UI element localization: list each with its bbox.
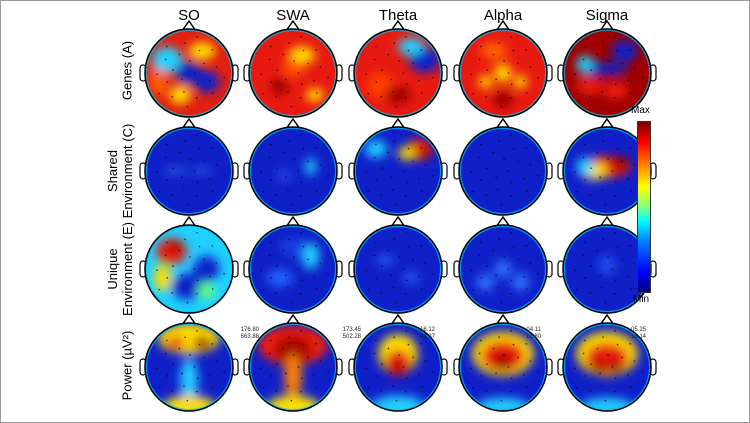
topomap-unique-env-so — [139, 215, 239, 314]
column-header-alpha: Alpha — [483, 7, 523, 24]
topomap-power-sigma — [557, 313, 657, 412]
power-range-theta: 16.12 43.87 — [419, 327, 435, 340]
colorbar-max-label: Max — [631, 105, 650, 116]
topomap-power-theta — [348, 313, 448, 412]
topomap-shared-env-alpha — [453, 117, 553, 216]
column-header-sigma: Sigma — [585, 7, 629, 24]
topomap-power-swa — [243, 313, 343, 412]
topomap-genes-sigma — [557, 19, 657, 118]
topomap-shared-env-so — [139, 117, 239, 216]
power-range-so: 176.80 663.88 — [240, 327, 259, 340]
topomap-unique-env-alpha — [453, 215, 553, 314]
topomap-power-so — [139, 313, 239, 412]
topomap-shared-env-theta — [348, 117, 448, 216]
topomap-shared-env-swa — [243, 117, 343, 216]
column-header-theta: Theta — [378, 7, 418, 24]
topomap-genes-swa — [243, 19, 343, 118]
topomap-unique-env-sigma — [557, 215, 657, 314]
topomap-power-alpha — [453, 313, 553, 412]
colorbar-min-label: Min — [633, 294, 650, 305]
colorbar — [637, 121, 651, 293]
topomap-genes-so — [139, 19, 239, 118]
topomap-genes-alpha — [453, 19, 553, 118]
topomap-unique-env-swa — [243, 215, 343, 314]
topomap-shared-env-sigma — [557, 117, 657, 216]
topomap-unique-env-theta — [348, 215, 448, 314]
power-range-alpha: 04.11 12.80 — [525, 327, 541, 340]
topomap-genes-theta — [348, 19, 448, 118]
column-header-swa: SWA — [276, 7, 310, 24]
column-header-so: SO — [178, 7, 200, 24]
power-range-sigma: 05.25 18.14 — [630, 327, 646, 340]
power-range-swa: 173.45 502.28 — [342, 327, 361, 340]
